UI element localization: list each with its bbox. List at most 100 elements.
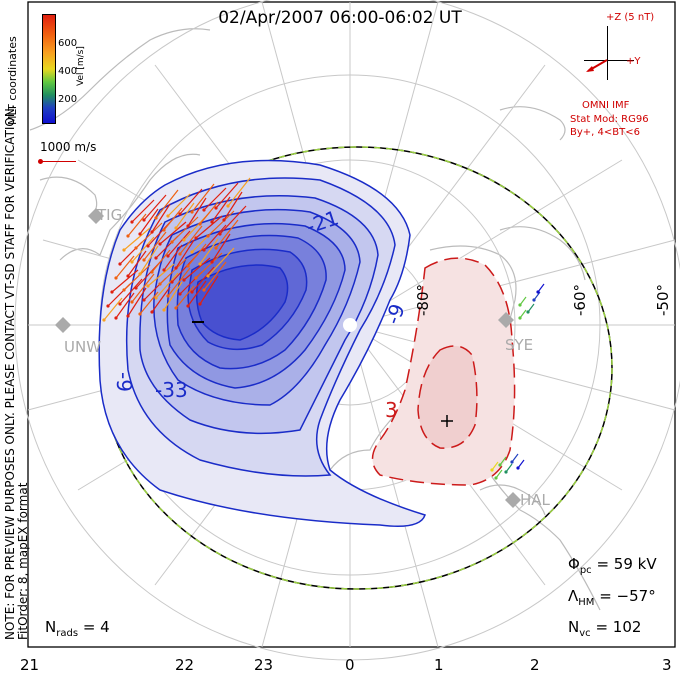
velocity-vector-dawn-dot [494,476,498,480]
velocity-vector-dusk [191,183,215,213]
velocity-vector-dusk-dot [222,218,226,222]
velocity-vector-dawn [505,463,513,473]
velocity-vector-dusk-dot [190,250,194,254]
velocity-vector-dusk [219,205,247,235]
velocity-vector-dusk-dot [146,244,150,248]
velocity-vector-dusk [207,210,235,237]
velocity-vector-dusk-dot [102,318,106,322]
velocity-vector-dusk-dot [142,258,146,262]
velocity-vector-dusk [183,257,211,281]
velocity-vector-dusk [215,182,239,209]
velocity-vector-dusk [167,193,191,217]
velocity-vector-dusk [187,197,207,227]
velocity-vector-dusk [123,227,151,251]
velocity-vector-dusk [119,278,143,305]
velocity-vector-dusk-dot [154,216,158,220]
velocity-vector-dusk-dot [166,254,170,258]
velocity-vector-dusk [199,238,219,265]
velocity-vector-dusk [115,292,135,319]
vector-scale-arrow [40,161,76,162]
velocity-vector-dusk-dot [126,274,130,278]
station-sye: SYE [505,336,534,354]
velocity-vector-dusk-dot [170,240,174,244]
station-hal: HAL [520,491,550,509]
velocity-vector-dusk [159,258,187,285]
velocity-vector-dusk-dot [150,310,154,314]
velocity-vector-dusk-dot [138,232,142,236]
velocity-vector-dusk-dot [210,260,214,264]
velocity-vector-dusk [167,230,191,257]
velocity-vector-dusk-dot [206,274,210,278]
velocity-vector-dusk-dot [154,256,158,260]
colorbar-label: Vel [m/s] [76,46,86,86]
pole-marker [343,318,357,332]
velocity-vector-dusk [195,215,223,239]
velocity-vector-dusk-dot [150,230,154,234]
velocity-vector-dusk-dot [130,260,134,264]
velocity-vector-dusk-dot [186,304,190,308]
velocity-vector-dusk [199,275,219,305]
velocity-vector-dusk-dot [134,246,138,250]
velocity-vector-dusk [147,263,175,287]
velocity-vector-dusk [179,188,203,215]
velocity-vector-dawn-dot [516,466,520,470]
velocity-vector-dawn-dot [518,303,522,307]
velocity-vector-dusk-dot [110,290,114,294]
imf-vector-arrow [586,59,608,72]
velocity-vector-dusk-dot [126,314,130,318]
velocity-vector-dusk [187,280,207,307]
velocity-vector-dusk-dot [162,228,166,232]
velocity-vector-dawn-dot [518,316,522,320]
velocity-vector-dusk [151,249,171,273]
imf-source: OMNI IMF [582,100,630,111]
velocity-vector-dusk-dot [218,232,222,236]
velocity-vector-dusk [159,221,187,245]
velocity-vector-dusk-dot [190,290,194,294]
velocity-vector-dusk-dot [158,242,162,246]
velocity-vector-dusk-dot [182,278,186,282]
velocity-vector-dusk [139,208,159,235]
stat-hm-boundary: ΛHM = −57° [568,587,656,608]
velocity-vector-dusk [131,273,155,303]
velocity-vector-dawn [495,469,503,479]
velocity-colorbar [42,14,56,124]
velocity-vector-dusk-dot [154,296,158,300]
velocity-vector-dusk-dot [142,298,146,302]
velocity-vector-dusk-dot [134,286,138,290]
velocity-vector-dusk-dot [146,284,150,288]
velocity-vector-dusk [171,216,199,243]
velocity-vector-dusk-dot [174,226,178,230]
velocity-vector-dusk [195,252,223,279]
colorbar-tick-400: 400 [58,66,78,77]
velocity-vector-dawn [511,453,519,463]
preview-note: NOTE: FOR PREVIEW PURPOSES ONLY. PLEASE … [3,104,30,640]
stat-radar-count: Nrads = 4 [45,618,110,639]
colorbar-tick-600: 600 [58,38,78,49]
velocity-vector-dusk [155,272,179,299]
mlt-tick-22: 22 [175,656,195,674]
contour-label-m33: -33 [155,378,188,402]
velocity-vector-dusk [163,244,183,271]
velocity-vector-dusk [131,199,155,223]
velocity-vector-dawn-dot [504,470,508,474]
vector-scale-label: 1000 m/s [40,140,97,154]
velocity-vector-dusk [215,219,239,249]
velocity-vector-dusk-dot [214,246,218,250]
velocity-vector-dusk [163,207,183,231]
velocity-vector-dusk [127,287,147,317]
velocity-vector-dusk-dot [206,234,210,238]
velocity-vector-dusk [143,231,167,261]
velocity-vector-dusk-dot [174,266,178,270]
velocity-vector-dusk-dot [138,312,142,316]
velocity-vector-dusk-dot [186,224,190,228]
velocity-vector-dusk-dot [130,220,134,224]
velocity-vector-dusk [203,224,227,251]
plot-title: 02/Apr/2007 06:00-06:02 UT [218,8,462,28]
mlt-tick-2: 2 [530,656,540,674]
velocity-vector-dusk-dot [198,222,202,226]
velocity-vector-dusk [139,291,159,315]
velocity-vector-dusk-dot [130,300,134,304]
lat-label-60: -60° [571,284,589,316]
velocity-vector-dusk-dot [190,210,194,214]
